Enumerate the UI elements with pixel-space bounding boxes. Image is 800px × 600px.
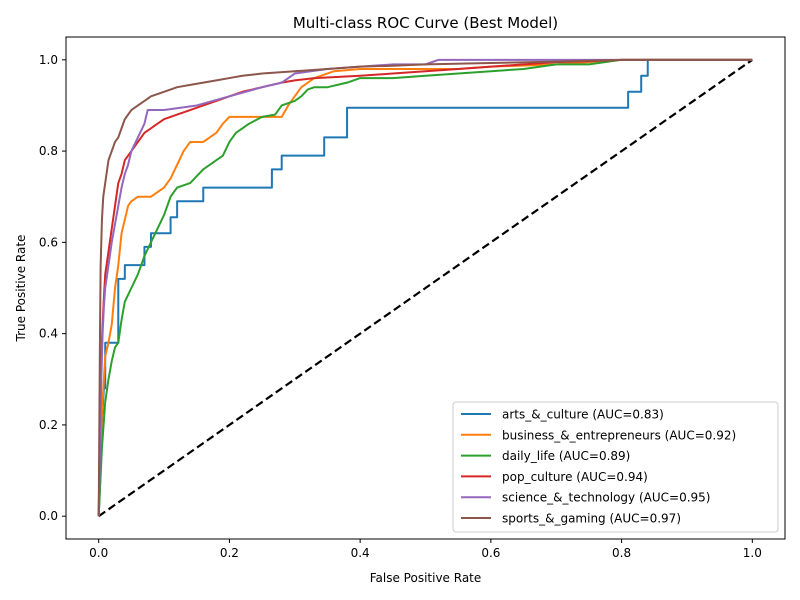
series-line-1: [97, 58, 753, 517]
series-line-2: [97, 58, 753, 517]
x-tick-label: 0.0: [89, 546, 108, 560]
chance-diagonal-line: [98, 58, 753, 518]
y-tick-label: 0.2: [39, 418, 58, 432]
legend-box: [452, 401, 779, 533]
y-tick-label: 1.0: [39, 53, 58, 67]
x-axis-label: False Positive Rate: [370, 571, 482, 585]
legend-label-5: sports_&_gaming (AUC=0.97): [502, 512, 681, 526]
legend-label-2: daily_life (AUC=0.89): [502, 449, 630, 463]
y-axis: 0.0 0.2 0.4 0.6 0.8 1.0: [39, 53, 66, 523]
x-axis: 0.0 0.2 0.4 0.6 0.8 1.0: [89, 539, 762, 560]
legend-label-1: business_&_entrepreneurs (AUC=0.92): [502, 428, 736, 442]
y-tick-label: 0.4: [39, 327, 58, 341]
legend: arts_&_culture (AUC=0.83) business_&_entr…: [452, 401, 779, 533]
legend-label-0: arts_&_culture (AUC=0.83): [502, 408, 664, 422]
legend-label-3: pop_culture (AUC=0.94): [502, 470, 648, 484]
y-tick-label: 0.8: [39, 144, 58, 158]
x-tick-label: 0.8: [612, 546, 631, 560]
series-line-3: [97, 58, 753, 517]
x-tick-label: 0.4: [351, 546, 370, 560]
legend-label-4: science_&_technology (AUC=0.95): [502, 491, 710, 505]
y-axis-label: True Positive Rate: [14, 235, 28, 343]
series-line-5: [97, 58, 753, 517]
y-tick-label: 0.0: [39, 509, 58, 523]
series-line-0: [97, 58, 753, 517]
plot-frame: [65, 36, 786, 540]
x-tick-label: 1.0: [743, 546, 762, 560]
x-tick-label: 0.6: [481, 546, 500, 560]
chart-title: Multi-class ROC Curve (Best Model): [293, 14, 558, 32]
y-tick-label: 0.6: [39, 235, 58, 249]
x-tick-label: 0.2: [220, 546, 239, 560]
plot-area: [97, 58, 753, 518]
